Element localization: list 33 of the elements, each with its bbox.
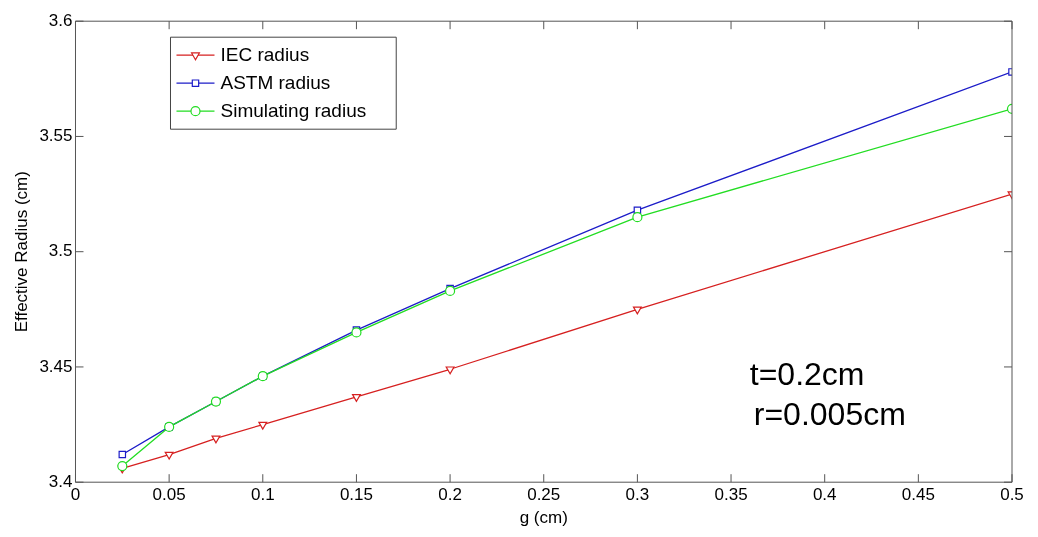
x-tick-label: 0 [70,485,81,505]
point [632,306,642,315]
point [632,212,643,223]
x-tick-label: 0.25 [527,485,561,505]
y-axis-title: Effective Radius (cm) [11,171,31,333]
y-tick-label: 3.45 [39,356,73,376]
point [164,451,174,460]
x-axis-title: g (cm) [519,508,568,528]
point [211,435,221,444]
x-tick-label: 0.3 [625,485,650,505]
legend-label: Simulating radius [220,100,367,122]
x-tick-label: 0.1 [250,485,275,505]
x-tick-label: 0.4 [812,485,837,505]
y-tick-label: 3.5 [48,241,73,261]
x-tick-label: 0.35 [714,485,748,505]
annotation: r=0.005cm [753,396,906,433]
point [258,421,268,430]
x-tick-label: 0.2 [438,485,462,505]
point [445,366,455,375]
y-tick-label: 3.55 [39,126,73,146]
x-tick-label: 0.5 [1000,485,1024,505]
point [351,327,362,338]
legend-label: ASTM radius [220,72,331,94]
point [117,460,128,472]
legend-label: IEC radius [220,44,310,66]
point [351,394,361,403]
x-tick-label: 0.05 [152,485,186,505]
x-tick-label: 0.15 [339,485,373,505]
point [118,450,127,459]
y-tick-label: 3.6 [48,10,73,30]
annotation: t=0.2cm [749,356,865,393]
x-tick-label: 0.45 [901,485,935,505]
y-tick-label: 3.4 [48,471,73,491]
